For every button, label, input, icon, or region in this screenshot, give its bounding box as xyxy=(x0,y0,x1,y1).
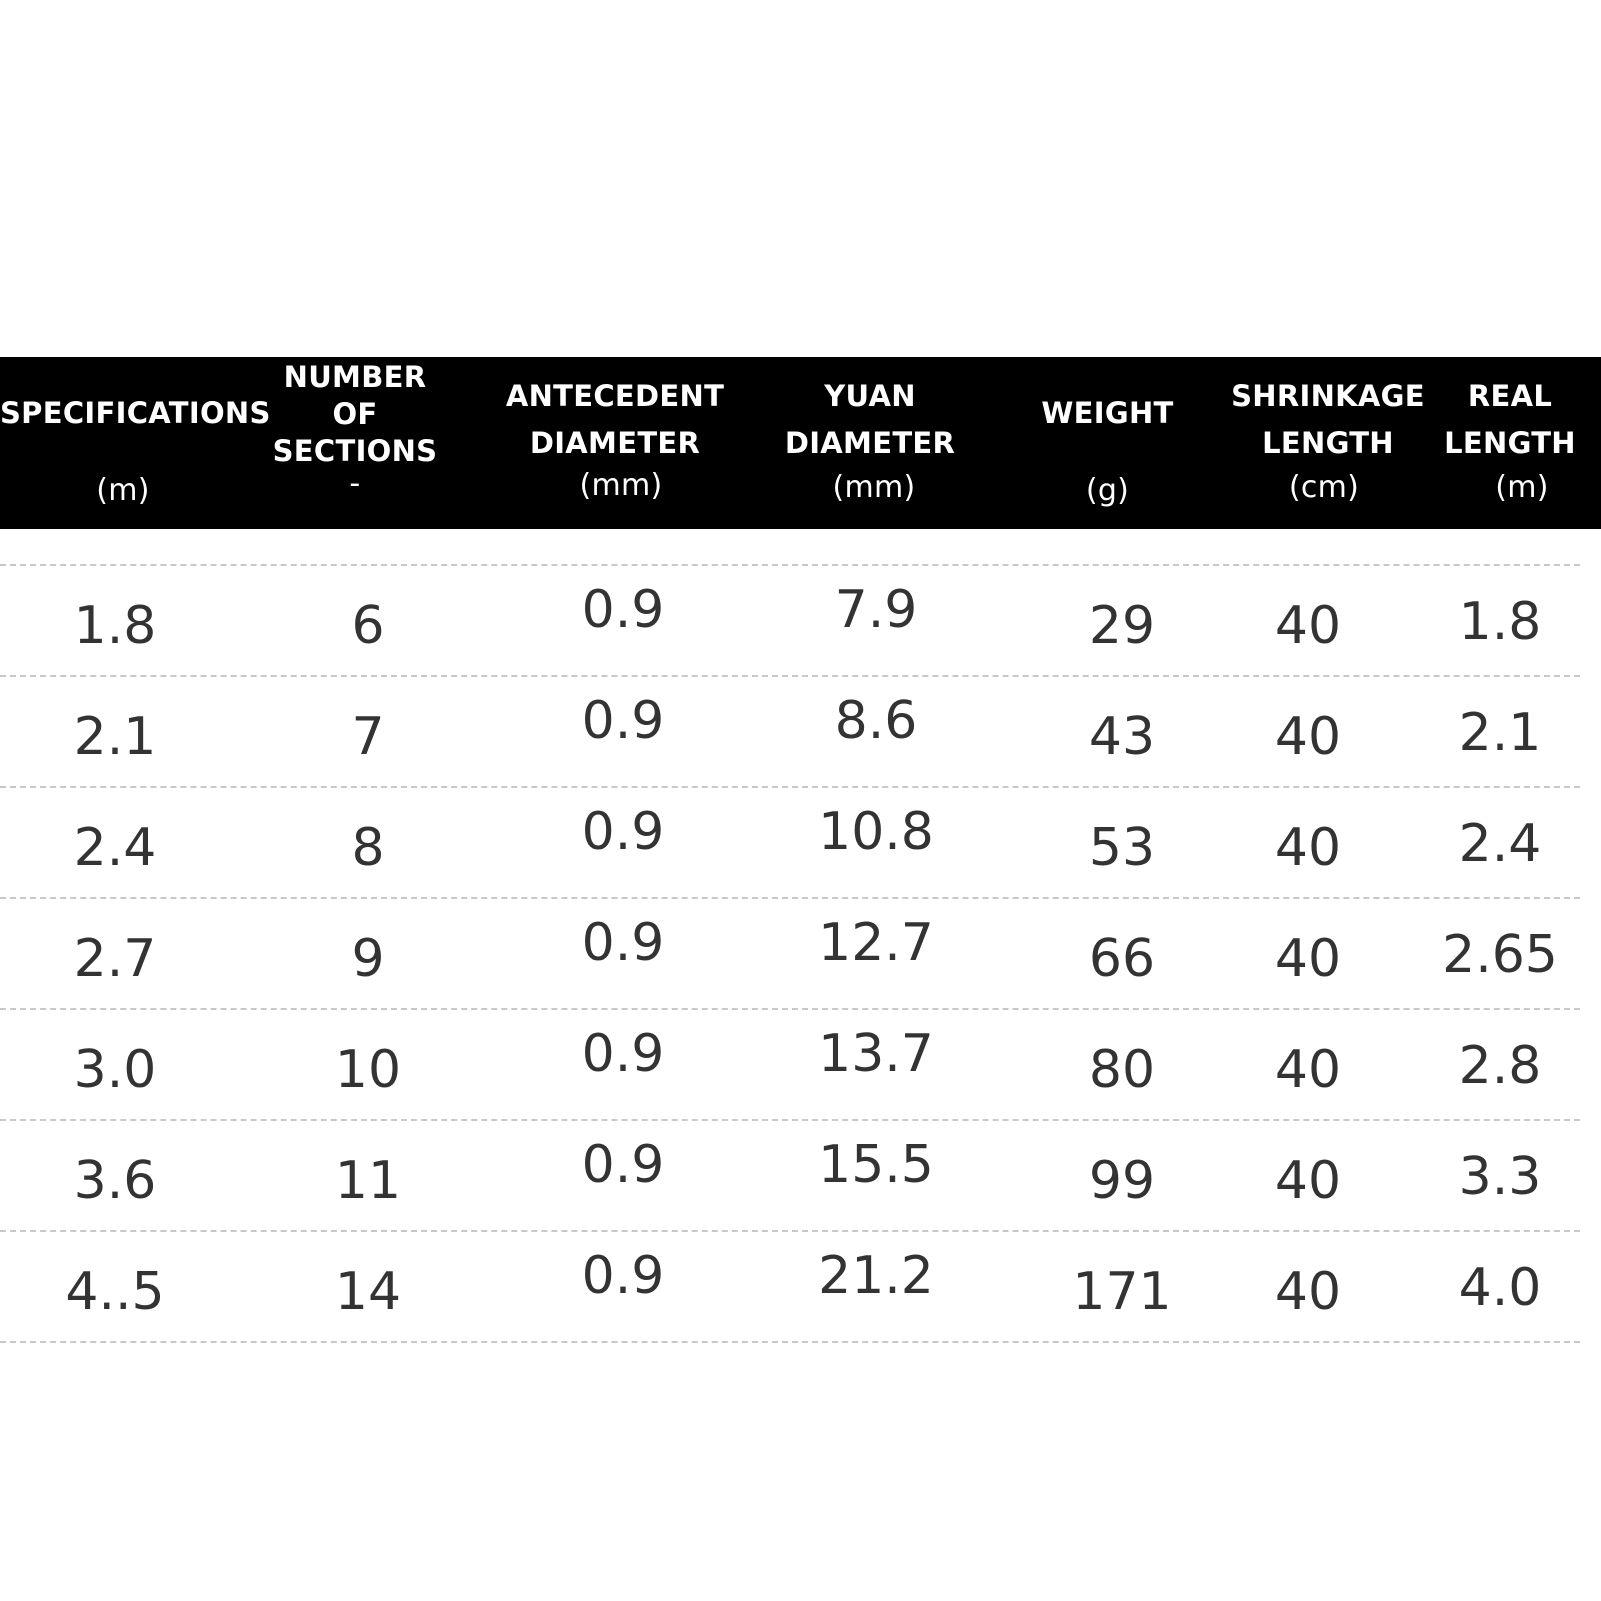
header-unit: (mm) xyxy=(832,470,916,505)
table-cell: 80 xyxy=(1088,1040,1156,1100)
table-cell: 10 xyxy=(334,1040,402,1100)
table-cell: 10.8 xyxy=(818,802,934,862)
table-cell: 0.9 xyxy=(581,580,665,640)
table-cell: 99 xyxy=(1088,1151,1156,1211)
table-row: 3.0 10 0.9 13.7 80 40 2.8 xyxy=(0,1010,1601,1120)
header-unit: (mm) xyxy=(579,468,663,503)
table-cell: 0.9 xyxy=(581,1135,665,1195)
table-cell: 0.9 xyxy=(581,802,665,862)
table-cell: 11 xyxy=(334,1151,402,1211)
table-cell: 4.0 xyxy=(1458,1258,1542,1318)
row-divider xyxy=(0,786,1580,788)
table-cell: 7.9 xyxy=(834,580,918,640)
table-cell: 53 xyxy=(1088,818,1156,878)
table-row: 2.4 8 0.9 10.8 53 40 2.4 xyxy=(0,788,1601,898)
table-header: SPECIFICATIONS (m) NUMBER OF SECTIONS - … xyxy=(0,357,1601,529)
table-cell: 3.0 xyxy=(73,1040,157,1100)
table-cell: 40 xyxy=(1274,1262,1342,1322)
table-cell: 1.8 xyxy=(73,596,157,656)
table-row: 2.7 9 0.9 12.7 66 40 2.65 xyxy=(0,899,1601,1009)
header-label-line: SHRINKAGE xyxy=(1231,379,1425,413)
table-row: 4..5 14 0.9 21.2 171 40 4.0 xyxy=(0,1232,1601,1342)
table-cell: 13.7 xyxy=(818,1024,934,1084)
header-number-of-sections: NUMBER OF SECTIONS - xyxy=(260,357,450,529)
table-cell: 2.1 xyxy=(1458,703,1542,763)
table-cell: 2.4 xyxy=(1458,814,1542,874)
header-unit: (m) xyxy=(1495,470,1549,505)
table-cell: 4..5 xyxy=(65,1262,165,1322)
table-cell: 40 xyxy=(1274,1040,1342,1100)
table-cell: 7 xyxy=(351,707,385,767)
header-label-line: LENGTH xyxy=(1262,426,1394,460)
row-divider xyxy=(0,1341,1580,1343)
table-cell: 66 xyxy=(1088,929,1156,989)
table-cell: 0.9 xyxy=(581,913,665,973)
table-cell: 0.9 xyxy=(581,1024,665,1084)
header-unit: (g) xyxy=(1085,473,1130,508)
row-divider xyxy=(0,897,1580,899)
table-cell: 40 xyxy=(1274,596,1342,656)
header-label-line: REAL xyxy=(1467,379,1553,413)
table-cell: 40 xyxy=(1274,929,1342,989)
header-label-line: ANTECEDENT xyxy=(505,379,725,413)
row-divider xyxy=(0,1230,1580,1232)
header-label-line: DIAMETER xyxy=(529,426,701,460)
table-cell: 43 xyxy=(1088,707,1156,767)
header-specifications: SPECIFICATIONS (m) xyxy=(0,357,271,529)
header-unit: (m) xyxy=(96,473,150,508)
header-yuan-diameter: YUAN DIAMETER (mm) xyxy=(770,357,970,529)
table-cell: 40 xyxy=(1274,707,1342,767)
header-label-line: OF xyxy=(332,397,378,431)
row-divider xyxy=(0,675,1580,677)
table-cell: 14 xyxy=(334,1262,402,1322)
table-cell: 171 xyxy=(1072,1262,1172,1322)
header-label-line: DIAMETER xyxy=(784,426,956,460)
table-cell: 1.8 xyxy=(1458,592,1542,652)
table-cell: 2.4 xyxy=(73,818,157,878)
table-cell: 3.3 xyxy=(1458,1147,1542,1207)
header-label-line: WEIGHT xyxy=(1041,396,1174,430)
table-cell: 29 xyxy=(1088,596,1156,656)
table-row: 2.1 7 0.9 8.6 43 40 2.1 xyxy=(0,677,1601,787)
header-label-line: LENGTH xyxy=(1444,426,1576,460)
header-weight: WEIGHT (g) xyxy=(1030,357,1185,529)
table-cell: 2.8 xyxy=(1458,1036,1542,1096)
table-cell: 2.65 xyxy=(1442,925,1558,985)
header-shrinkage-length: SHRINKAGE LENGTH (cm) xyxy=(1228,357,1428,529)
header-label-line: NUMBER xyxy=(283,360,427,394)
table-cell: 2.7 xyxy=(73,929,157,989)
table-cell: 8.6 xyxy=(834,691,918,751)
table-cell: 6 xyxy=(351,596,385,656)
row-divider xyxy=(0,1008,1580,1010)
table-cell: 0.9 xyxy=(581,1246,665,1306)
header-label-line: SPECIFICATIONS xyxy=(0,396,271,430)
header-antecedent-diameter: ANTECEDENT DIAMETER (mm) xyxy=(495,357,735,529)
table-cell: 21.2 xyxy=(818,1246,934,1306)
table-cell: 2.1 xyxy=(73,707,157,767)
table-row: 3.6 11 0.9 15.5 99 40 3.3 xyxy=(0,1121,1601,1231)
table-cell: 9 xyxy=(351,929,385,989)
header-real-length: REAL LENGTH (m) xyxy=(1430,357,1590,529)
table-cell: 40 xyxy=(1274,1151,1342,1211)
table-cell: 15.5 xyxy=(818,1135,934,1195)
table-row: 1.8 6 0.9 7.9 29 40 1.8 xyxy=(0,566,1601,676)
header-unit: - xyxy=(349,466,361,501)
header-unit: (cm) xyxy=(1288,470,1360,505)
table-cell: 40 xyxy=(1274,818,1342,878)
table-cell: 12.7 xyxy=(818,913,934,973)
header-label-line: YUAN xyxy=(824,379,916,413)
table-cell: 0.9 xyxy=(581,691,665,751)
table-cell: 3.6 xyxy=(73,1151,157,1211)
row-divider xyxy=(0,564,1580,566)
header-label-line: SECTIONS xyxy=(272,434,438,468)
table-cell: 8 xyxy=(351,818,385,878)
row-divider xyxy=(0,1119,1580,1121)
